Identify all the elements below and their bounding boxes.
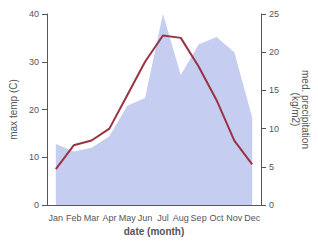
svg-text:0: 0 <box>34 200 39 210</box>
svg-text:10: 10 <box>29 152 39 162</box>
svg-text:40: 40 <box>29 9 39 19</box>
svg-text:Dec: Dec <box>244 213 261 223</box>
svg-text:0: 0 <box>269 200 274 210</box>
svg-text:Sep: Sep <box>191 213 207 223</box>
svg-text:Nov: Nov <box>226 213 243 223</box>
svg-text:15: 15 <box>269 85 279 95</box>
svg-text:med. precipitation: med. precipitation <box>299 70 311 149</box>
svg-text:May: May <box>119 213 137 223</box>
svg-text:Jan: Jan <box>49 213 64 223</box>
svg-text:5: 5 <box>269 162 274 172</box>
svg-text:25: 25 <box>269 9 279 19</box>
svg-text:date (month): date (month) <box>124 226 185 237</box>
svg-text:20: 20 <box>269 47 279 57</box>
svg-text:Feb: Feb <box>66 213 82 223</box>
svg-text:10: 10 <box>269 124 279 134</box>
svg-text:30: 30 <box>29 57 39 67</box>
svg-text:max temp (C): max temp (C) <box>8 79 19 140</box>
svg-text:Jul: Jul <box>157 213 169 223</box>
svg-text:Jun: Jun <box>138 213 153 223</box>
svg-text:Oct: Oct <box>209 213 224 223</box>
svg-text:Aug: Aug <box>173 213 189 223</box>
svg-text:Apr: Apr <box>102 213 116 223</box>
svg-text:20: 20 <box>29 105 39 115</box>
svg-text:(kg/m2): (kg/m2) <box>290 93 301 127</box>
svg-text:Mar: Mar <box>84 213 100 223</box>
